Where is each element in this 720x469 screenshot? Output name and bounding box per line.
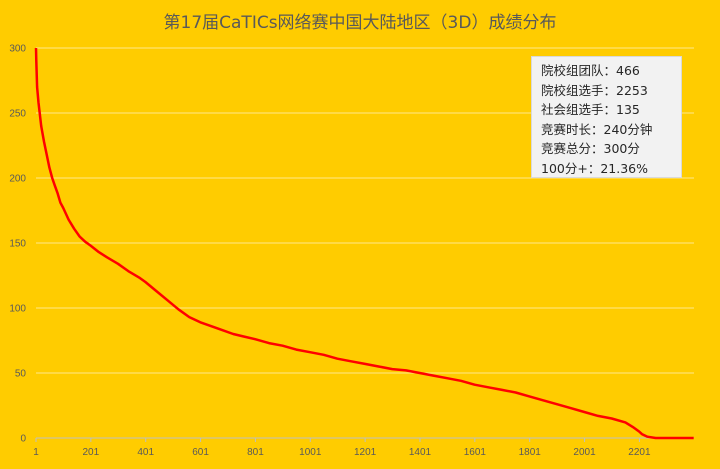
info-line-teams: 院校组团队：466 — [541, 63, 640, 78]
x-tick-label: 1601 — [464, 447, 487, 458]
x-tick-label: 2201 — [628, 447, 651, 458]
info-line-duration: 竞赛时长：240分钟 — [541, 121, 653, 137]
x-axis-ticks: 1 201 401 601 801 1001 1201 1401 1601 1801 2001 220… — [33, 438, 651, 458]
info-line-college-players: 院校组选手：2253 — [541, 82, 648, 98]
y-tick-label: 0 — [20, 434, 26, 445]
x-tick-label: 401 — [137, 447, 154, 458]
score-line — [34, 47, 694, 440]
x-tick-label: 1401 — [409, 447, 432, 458]
y-tick-label: 100 — [9, 304, 26, 315]
x-tick-label: 1001 — [299, 447, 322, 458]
info-box: 院校组团队：466 院校组选手：2253 社会组选手：135 竞赛时长：240分… — [531, 56, 682, 178]
info-line-over-100: 100分+：21.36% — [541, 160, 648, 176]
x-tick-label: 1 — [33, 447, 39, 458]
x-tick-label: 801 — [247, 447, 264, 458]
x-tick-label: 601 — [192, 447, 209, 458]
info-line-public-players: 社会组选手：135 — [541, 102, 640, 118]
y-axis-ticks: 0 50 100 150 200 250 300 — [9, 44, 26, 445]
x-tick-label: 2001 — [573, 447, 596, 458]
y-tick-label: 150 — [9, 239, 26, 250]
chart-title: 第17届CaTICs网络赛中国大陆地区（3D）成绩分布 — [163, 13, 557, 33]
x-tick-label: 1801 — [519, 447, 542, 458]
series — [34, 47, 694, 440]
y-tick-label: 250 — [9, 109, 26, 120]
y-tick-label: 50 — [15, 369, 27, 380]
x-tick-label: 201 — [83, 447, 100, 458]
info-line-total-score: 竞赛总分：300分 — [541, 141, 640, 157]
x-tick-label: 1201 — [354, 447, 377, 458]
y-tick-label: 200 — [9, 174, 26, 185]
y-tick-label: 300 — [9, 44, 26, 55]
